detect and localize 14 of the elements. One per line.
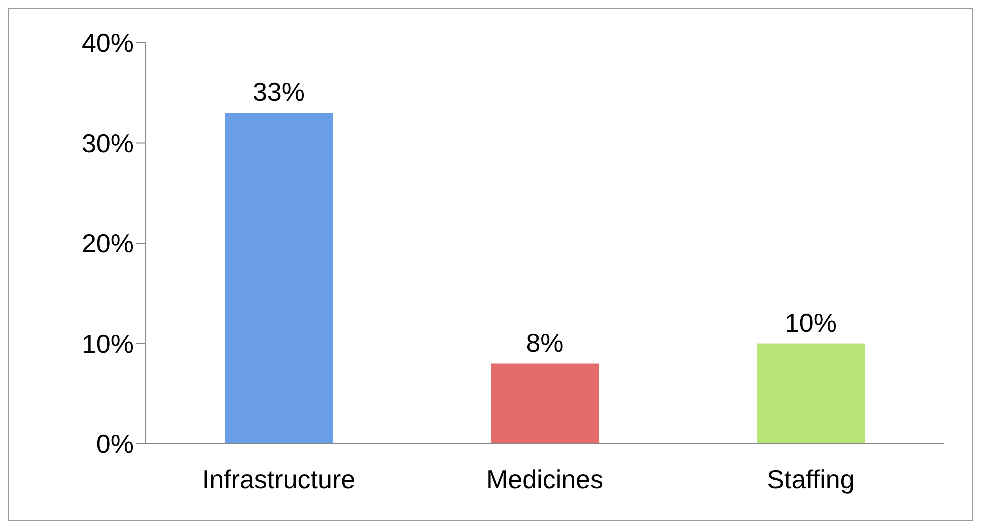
data-label: 33% (252, 77, 306, 108)
bar (491, 364, 599, 444)
data-label: 8% (526, 328, 564, 358)
x-tick-label: Infrastructure (202, 464, 356, 494)
y-tick-label: 20% (82, 228, 134, 259)
y-tick-label: 10% (82, 328, 134, 359)
x-tick-label: Staffing (767, 464, 855, 494)
bar (757, 344, 865, 444)
data-label: 10% (784, 308, 838, 338)
x-tick-label: Medicines (486, 464, 604, 494)
y-tick-label: 0% (96, 429, 134, 460)
y-tick-label: 30% (82, 128, 134, 158)
y-tick-label: 40% (82, 28, 134, 58)
bar (225, 113, 333, 444)
